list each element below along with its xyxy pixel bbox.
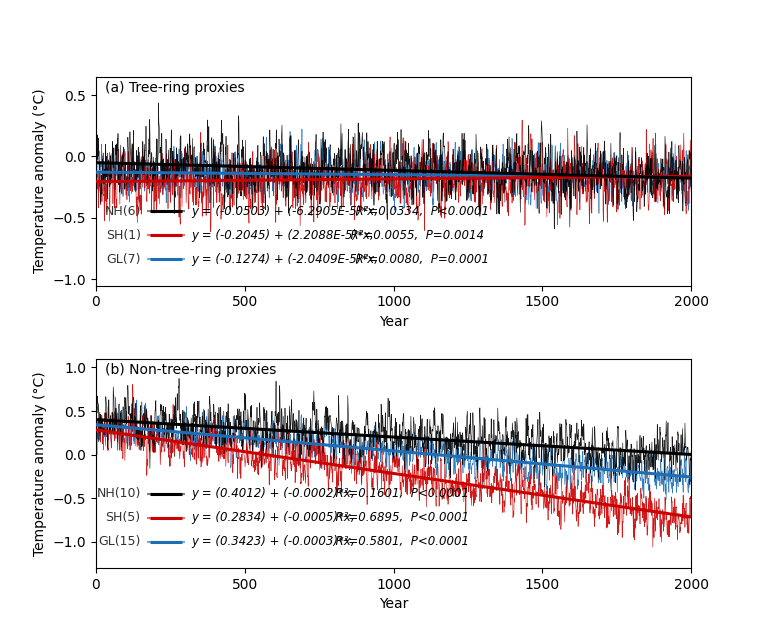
X-axis label: Year: Year (379, 315, 409, 329)
Text: GL(7): GL(7) (106, 253, 141, 266)
Text: R²=0.6895,  P<0.0001: R²=0.6895, P<0.0001 (328, 511, 468, 524)
Text: y = (0.2834) + (-0.0005)*x,: y = (0.2834) + (-0.0005)*x, (191, 511, 355, 524)
Text: y = (0.4012) + (-0.0002)*x,: y = (0.4012) + (-0.0002)*x, (191, 487, 355, 500)
Text: y = (0.3423) + (-0.0003)*x,: y = (0.3423) + (-0.0003)*x, (191, 535, 355, 548)
Text: (b) Non-tree-ring proxies: (b) Non-tree-ring proxies (105, 363, 276, 377)
Text: R²=0.0334,  P<0.0001: R²=0.0334, P<0.0001 (348, 205, 489, 218)
Text: R²=0.5801,  P<0.0001: R²=0.5801, P<0.0001 (328, 535, 468, 548)
Text: R²=0.0080,  P=0.0001: R²=0.0080, P=0.0001 (348, 253, 489, 266)
Text: R²=0.1601,  P<0.0001: R²=0.1601, P<0.0001 (328, 487, 468, 500)
Y-axis label: Temperature anomaly (°C): Temperature anomaly (°C) (33, 89, 47, 274)
Text: y = (-0.2045) + (2.2088E-5)*x,: y = (-0.2045) + (2.2088E-5)*x, (191, 229, 374, 242)
Text: SH(5): SH(5) (105, 511, 141, 524)
Y-axis label: Temperature anomaly (°C): Temperature anomaly (°C) (33, 371, 47, 556)
Text: y = (-0.1274) + (-2.0409E-5)*x,: y = (-0.1274) + (-2.0409E-5)*x, (191, 253, 378, 266)
X-axis label: Year: Year (379, 597, 409, 611)
Text: NH(10): NH(10) (96, 487, 141, 500)
Text: SH(1): SH(1) (106, 229, 141, 242)
Text: GL(15): GL(15) (98, 535, 141, 548)
Text: R²=0.0055,  P=0.0014: R²=0.0055, P=0.0014 (343, 229, 484, 242)
Text: NH(6): NH(6) (104, 205, 141, 218)
Text: (a) Tree-ring proxies: (a) Tree-ring proxies (105, 81, 244, 94)
Text: y = (-0.0503) + (-6.2905E-5)*x,: y = (-0.0503) + (-6.2905E-5)*x, (191, 205, 378, 218)
